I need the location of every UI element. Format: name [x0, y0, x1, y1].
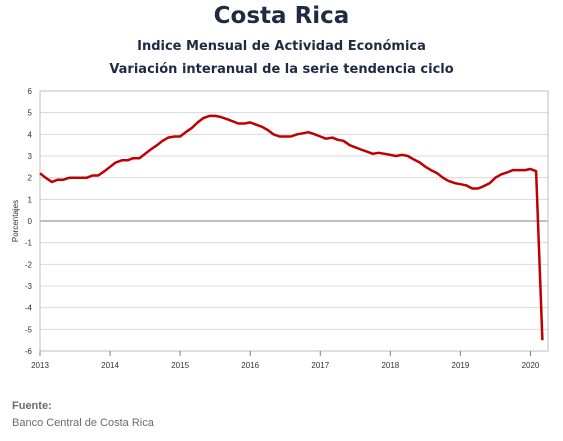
y-tick-label: 5 [28, 109, 33, 118]
source-text: Banco Central de Costa Rica [12, 417, 154, 429]
chart-subtitle-index: Indice Mensual de Actividad Económica [137, 39, 426, 54]
plot-area-border [39, 90, 549, 352]
x-tick-label: 2019 [452, 361, 470, 370]
chart-title: Costa Rica [213, 3, 350, 29]
y-tick-label: -4 [25, 304, 33, 313]
y-tick-label: 6 [28, 87, 33, 96]
y-tick-label: -5 [25, 325, 33, 334]
x-tick-label: 2015 [171, 361, 189, 370]
y-tick-label: -1 [25, 239, 33, 248]
y-axis-label: Porcentajes [11, 200, 20, 242]
y-tick-label: -3 [25, 282, 33, 291]
y-tick-label: 2 [28, 174, 33, 183]
y-tick-label: 4 [28, 130, 33, 139]
y-tick-label: 0 [28, 217, 33, 226]
x-tick-label: 2013 [31, 361, 49, 370]
y-tick-label: -6 [25, 347, 33, 356]
x-tick-label: 2020 [522, 361, 540, 370]
y-tick-label: 3 [28, 152, 33, 161]
chart-subtitle-variation: Variación interanual de la serie tendenc… [109, 62, 454, 77]
y-tick-label: -2 [25, 260, 33, 269]
source-label: Fuente: [12, 400, 52, 412]
x-tick-label: 2016 [241, 361, 259, 370]
x-tick-label: 2018 [381, 361, 399, 370]
y-tick-label: 1 [28, 195, 33, 204]
x-tick-label: 2017 [311, 361, 329, 370]
x-tick-label: 2014 [101, 361, 119, 370]
series-line [39, 114, 544, 341]
